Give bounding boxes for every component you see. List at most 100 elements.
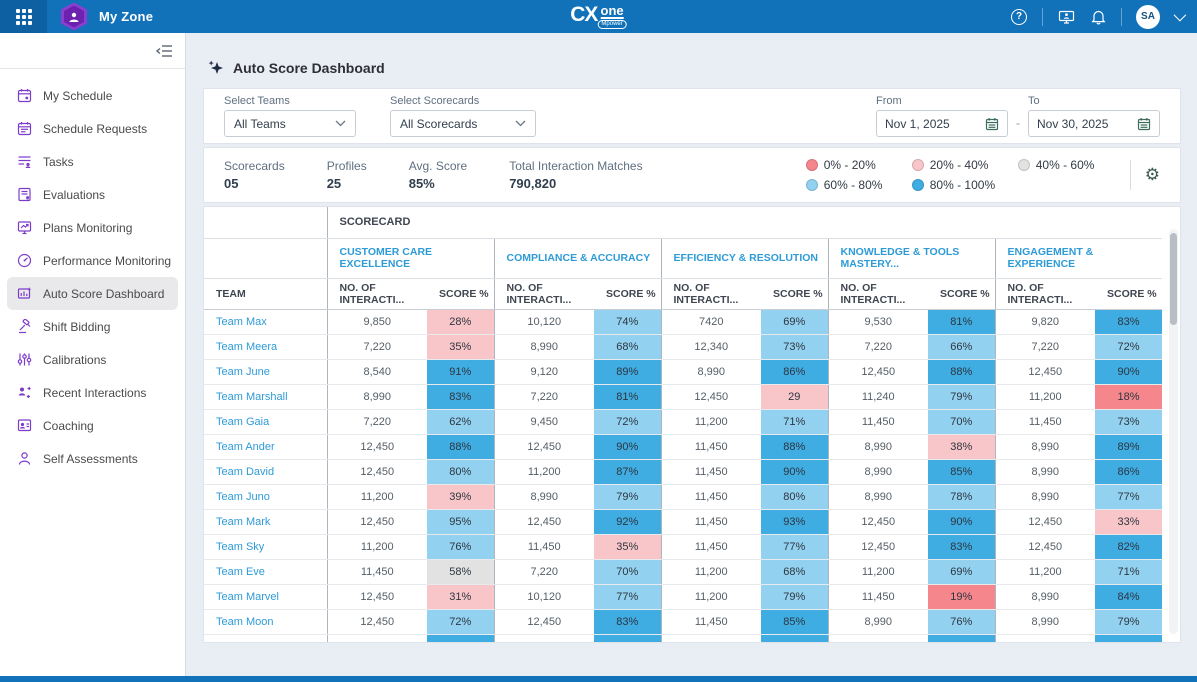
interactions-column-header[interactable]: NO. OF INTERACTI... (326, 278, 427, 310)
interactions-value: 11,200 (493, 459, 594, 485)
interactions-column-header[interactable]: NO. OF INTERACTI... (994, 278, 1095, 310)
score-column-header[interactable]: SCORE % (928, 278, 995, 310)
score-value: 70% (594, 559, 661, 585)
team-link[interactable]: Team Sky (204, 534, 328, 560)
logo-one: one (600, 3, 624, 19)
interactions-column-header[interactable]: NO. OF INTERACTI... (493, 278, 594, 310)
date-to-field[interactable]: Nov 30, 2025 (1028, 110, 1160, 137)
user-avatar[interactable]: SA (1136, 4, 1160, 29)
interactions-value: 12,340 (660, 334, 761, 360)
top-app-bar: My Zone CX one Mpower ? SA (0, 0, 1197, 33)
legend-label: 0% - 20% (823, 158, 876, 172)
score-value: 83% (594, 609, 661, 635)
broadcast-icon[interactable] (1057, 8, 1075, 26)
table-row: Team June 8,540 91% 9,120 89% 8,990 86% 12,450 8… (204, 359, 1163, 385)
team-link[interactable]: Team David (204, 459, 328, 485)
sidebar-item-tasks[interactable]: Tasks (7, 145, 178, 178)
team-link[interactable]: Team Juno (204, 484, 328, 510)
team-corner-cell (204, 207, 328, 239)
sidebar-item-recent-interactions[interactable]: Recent Interactions (7, 376, 178, 409)
score-value (928, 634, 995, 642)
scorecard-table: SCORECARD CUSTOMER CARE EXCELLENCE COMPLIA… (204, 207, 1163, 642)
app-launcher-button[interactable] (0, 0, 47, 33)
team-link[interactable]: Team Marshall (204, 384, 328, 410)
interactions-value: 9,120 (493, 359, 594, 385)
interactions-value: 8,990 (493, 334, 594, 360)
scorecard-group-header[interactable]: COMPLIANCE & ACCURACY (493, 238, 661, 279)
sidebar-item-schedule-requests[interactable]: Schedule Requests (7, 112, 178, 145)
summary-bar: Scorecards 05 Profiles 25 Avg. Score 85% Total… (203, 147, 1181, 203)
table-row: Team Moon 12,450 72% 12,450 83% 11,450 85% 8,99… (204, 609, 1163, 635)
calendar-icon[interactable] (985, 117, 999, 131)
scorecards-dropdown[interactable]: All Scorecards (390, 110, 536, 137)
team-link[interactable]: Team Meera (204, 334, 328, 360)
interactions-value: 11,450 (660, 609, 761, 635)
coaching-icon (17, 419, 31, 432)
user-menu-chevron-icon[interactable] (1173, 8, 1187, 22)
interactions-value: 12,450 (493, 509, 594, 535)
sidebar-item-plans-monitoring[interactable]: Plans Monitoring (7, 211, 178, 244)
team-link[interactable]: Team June (204, 359, 328, 385)
team-link[interactable]: Team Mark (204, 509, 328, 535)
table-scrollbar-thumb[interactable] (1170, 233, 1177, 325)
team-link[interactable]: Team Gaia (204, 409, 328, 435)
interactions-value: 11,200 (326, 534, 427, 560)
table-row: Team Gaia 7,220 62% 9,450 72% 11,200 71% 11,450… (204, 409, 1163, 435)
score-column-header[interactable]: SCORE % (594, 278, 661, 310)
sidebar-item-auto-score-dashboard[interactable]: Auto Score Dashboard (7, 277, 178, 310)
interactions-value: 8,990 (493, 484, 594, 510)
score-value: 72% (594, 409, 661, 435)
scorecard-group-header[interactable]: EFFICIENCY & RESOLUTION (660, 238, 828, 279)
date-from-field[interactable]: Nov 1, 2025 (876, 110, 1008, 137)
auto-score-dashboard-icon (17, 287, 31, 299)
score-column-header[interactable]: SCORE % (1095, 278, 1163, 310)
interactions-column-header[interactable]: NO. OF INTERACTI... (827, 278, 928, 310)
team-link[interactable]: Team Marvel (204, 584, 328, 610)
legend-label: 40% - 60% (1035, 158, 1095, 172)
sidebar-item-evaluations[interactable]: Evaluations (7, 178, 178, 211)
team-link (204, 634, 328, 642)
tasks-icon (18, 156, 30, 168)
empty-header-cell (204, 238, 328, 279)
interactions-value: 12,450 (994, 534, 1095, 560)
sidebar-item-self-assessments[interactable]: Self Assessments (7, 442, 178, 475)
table-scrollbar-track[interactable] (1169, 229, 1178, 634)
stat-value: 25 (326, 176, 342, 191)
team-column-header[interactable]: TEAM (204, 278, 328, 310)
stat-label: Profiles (326, 159, 367, 173)
team-link[interactable]: Team Max (204, 309, 328, 335)
sidebar-item-coaching[interactable]: Coaching (7, 409, 178, 442)
date-from-label: From (876, 95, 902, 107)
legend-color-dot (1017, 159, 1030, 171)
sidebar-item-shift-bidding[interactable]: Shift Bidding (7, 310, 178, 343)
sidebar-item-calibrations[interactable]: Calibrations (7, 343, 178, 376)
settings-gear-icon[interactable]: ⚙ (1144, 165, 1160, 184)
score-legend: 0% - 20% 20% - 40% 40% - 60% 60% - 80% 80% -… (805, 158, 1124, 192)
score-value: 77% (594, 584, 661, 610)
sparkle-icon (207, 59, 224, 76)
teams-dropdown[interactable]: All Teams (224, 110, 356, 137)
sidebar-item-my-schedule[interactable]: My Schedule (7, 79, 178, 112)
help-icon[interactable]: ? (1010, 8, 1028, 26)
score-value: 85% (761, 609, 828, 635)
page-title: Auto Score Dashboard (233, 59, 385, 76)
scorecard-group-header[interactable]: CUSTOMER CARE EXCELLENCE (326, 238, 494, 279)
team-link[interactable]: Team Moon (204, 609, 328, 635)
team-link[interactable]: Team Eve (204, 559, 328, 585)
score-value: 90% (1095, 359, 1163, 385)
calendar-icon[interactable] (1137, 117, 1151, 131)
sidebar-item-performance-monitoring[interactable]: Performance Monitoring (7, 244, 178, 277)
collapse-sidebar-icon[interactable] (155, 44, 173, 58)
interactions-column-header[interactable]: NO. OF INTERACTI... (660, 278, 761, 310)
notifications-icon[interactable] (1089, 8, 1107, 26)
score-column-header[interactable]: SCORE % (761, 278, 828, 310)
legend-item: 60% - 80% (805, 178, 912, 192)
interactions-value (493, 634, 594, 642)
date-to-value: Nov 30, 2025 (1037, 116, 1109, 131)
score-column-header[interactable]: SCORE % (427, 278, 494, 310)
scorecard-group-header[interactable]: ENGAGEMENT & EXPERIENCE (994, 238, 1163, 279)
stat-label: Avg. Score (408, 159, 468, 173)
interactions-value (827, 634, 928, 642)
team-link[interactable]: Team Ander (204, 434, 328, 460)
scorecard-group-header[interactable]: KNOWLEDGE & TOOLS MASTERY... (827, 238, 995, 279)
